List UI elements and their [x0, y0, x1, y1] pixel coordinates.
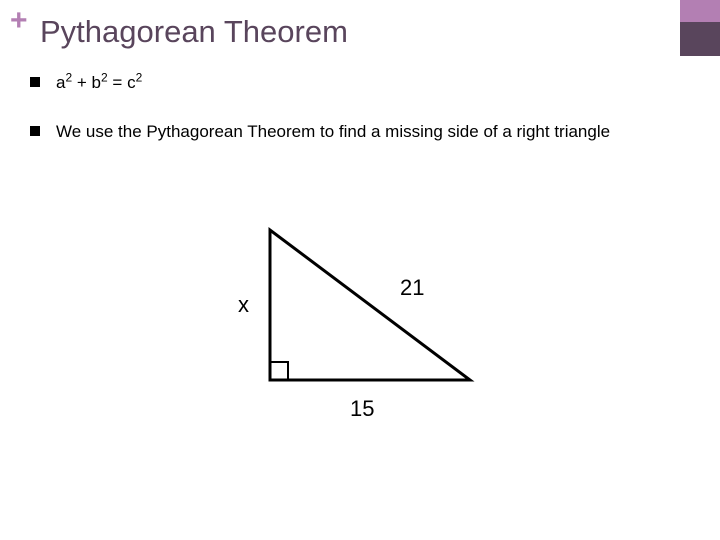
label-base: 15	[350, 396, 374, 422]
formula-plus: +	[72, 73, 91, 92]
formula-c: c	[127, 73, 136, 92]
formula-b: b	[92, 73, 101, 92]
formula-exp: 2	[101, 70, 108, 84]
corner-accent-top	[680, 0, 720, 22]
page-title: Pythagorean Theorem	[40, 14, 348, 50]
formula-text: a2 + b2 = c2	[56, 72, 142, 95]
triangle-figure: x 21 15	[200, 220, 520, 450]
formula-exp: 2	[136, 70, 143, 84]
right-angle-marker	[270, 362, 288, 380]
list-item: a2 + b2 = c2	[30, 72, 680, 95]
bullet-marker-icon	[30, 77, 40, 87]
formula-eq: =	[108, 73, 127, 92]
label-x: x	[238, 292, 249, 318]
label-hypotenuse: 21	[400, 275, 424, 301]
corner-accent	[680, 0, 720, 56]
bullet-text: We use the Pythagorean Theorem to find a…	[56, 121, 610, 144]
corner-accent-bottom	[680, 22, 720, 56]
bullet-marker-icon	[30, 126, 40, 136]
plus-icon: +	[10, 6, 28, 36]
list-item: We use the Pythagorean Theorem to find a…	[30, 121, 680, 144]
triangle-shape	[270, 230, 470, 380]
bullet-list: a2 + b2 = c2 We use the Pythagorean Theo…	[30, 72, 680, 170]
